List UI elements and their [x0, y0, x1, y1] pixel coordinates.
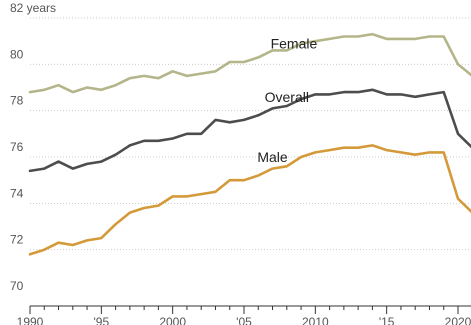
x-tick-label: 2000	[159, 315, 186, 325]
gridlines	[30, 17, 471, 251]
series-label-male: Male	[257, 149, 288, 165]
y-tick-label: 72	[10, 233, 24, 247]
series-line-overall	[28, 88, 471, 173]
x-tick-label: '95	[94, 315, 110, 325]
y-tick-label: 82 years	[10, 1, 56, 15]
x-tick-label: 2010	[302, 315, 329, 325]
x-tick-label: '15	[379, 315, 395, 325]
x-tick-label: 2020	[445, 315, 471, 325]
y-tick-label: 78	[10, 94, 24, 108]
y-axis-ticks: 82 years 80 78 76 74 72 70	[10, 1, 56, 293]
series-labels: Female Overall Male	[257, 35, 317, 165]
series-label-female: Female	[271, 35, 318, 51]
y-tick-label: 80	[10, 47, 24, 61]
y-tick-label: 74	[10, 186, 24, 200]
series-label-overall: Overall	[265, 89, 309, 105]
series-line-male	[28, 144, 471, 256]
x-axis: 1990 '95 2000 '05 2010 '15 2020	[17, 305, 471, 325]
x-tick-label: '05	[236, 315, 252, 325]
y-tick-label: 76	[10, 140, 24, 154]
series-line-female	[28, 32, 471, 94]
y-tick-label: 70	[10, 279, 24, 293]
series-lines	[28, 32, 471, 256]
x-tick-label: 1990	[17, 315, 44, 325]
